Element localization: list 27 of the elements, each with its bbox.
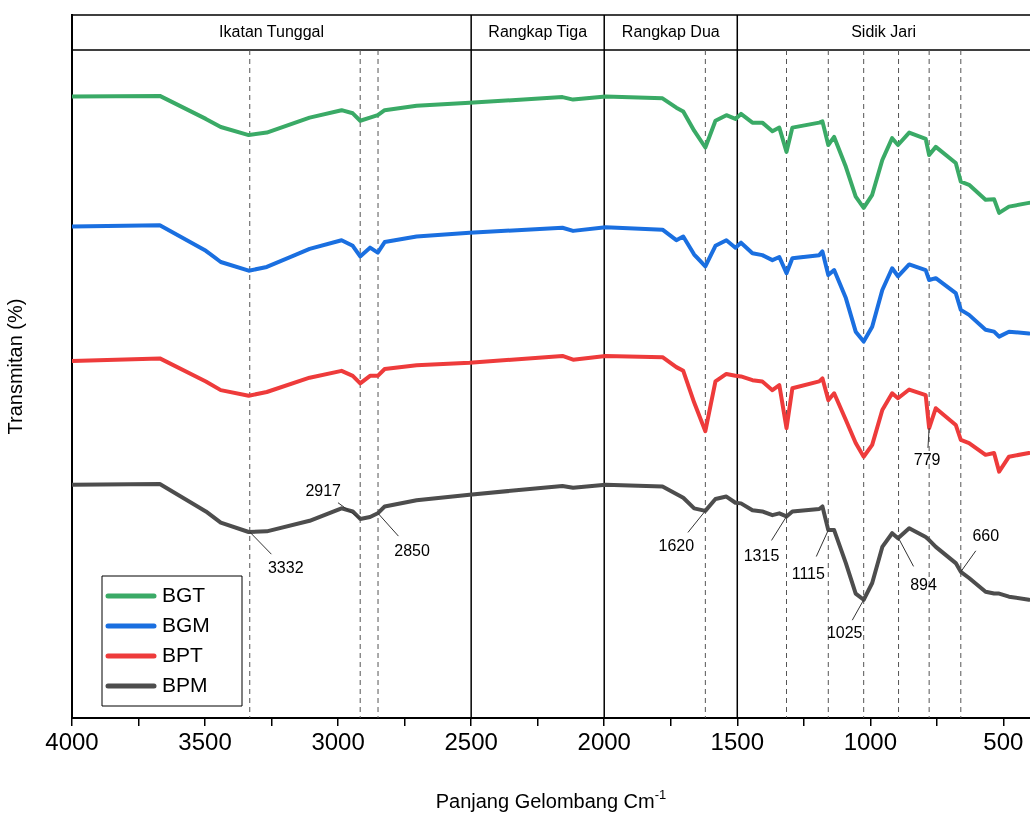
- legend-label: BPT: [162, 642, 204, 666]
- annotation: 894: [910, 575, 937, 593]
- annotation: 1315: [743, 546, 780, 564]
- legend-label: BGM: [162, 612, 210, 636]
- x-tick-label: 2000: [577, 728, 631, 756]
- x-tick-label: 1000: [843, 728, 898, 756]
- annotation: 1115: [791, 564, 825, 582]
- x-tick-label: 3500: [178, 728, 232, 756]
- legend-label: BGT: [162, 582, 206, 606]
- text: Rangkap Tiga: [488, 22, 588, 40]
- annotation: 1620: [658, 537, 695, 555]
- x-tick-label: 3000: [311, 728, 365, 756]
- annotation: 2917: [305, 482, 342, 500]
- x-tick-label: 4000: [45, 728, 99, 756]
- y-axis-title: Transmitan (%): [3, 298, 26, 435]
- text: Ikatan Tunggal: [219, 22, 325, 40]
- annotation: 2850: [394, 541, 430, 559]
- annotation: 1025: [826, 624, 863, 642]
- x-tick-label: 500: [983, 728, 1024, 756]
- annotation: 3332: [267, 559, 304, 577]
- text: Sidik Jari: [851, 22, 917, 40]
- annotation: 779: [913, 451, 941, 469]
- x-tick-label: 2500: [444, 728, 498, 756]
- legend-label: BPM: [162, 672, 208, 696]
- annotation: 660: [972, 527, 1000, 545]
- text: Rangkap Dua: [621, 22, 720, 40]
- x-tick-label: 1500: [710, 728, 764, 756]
